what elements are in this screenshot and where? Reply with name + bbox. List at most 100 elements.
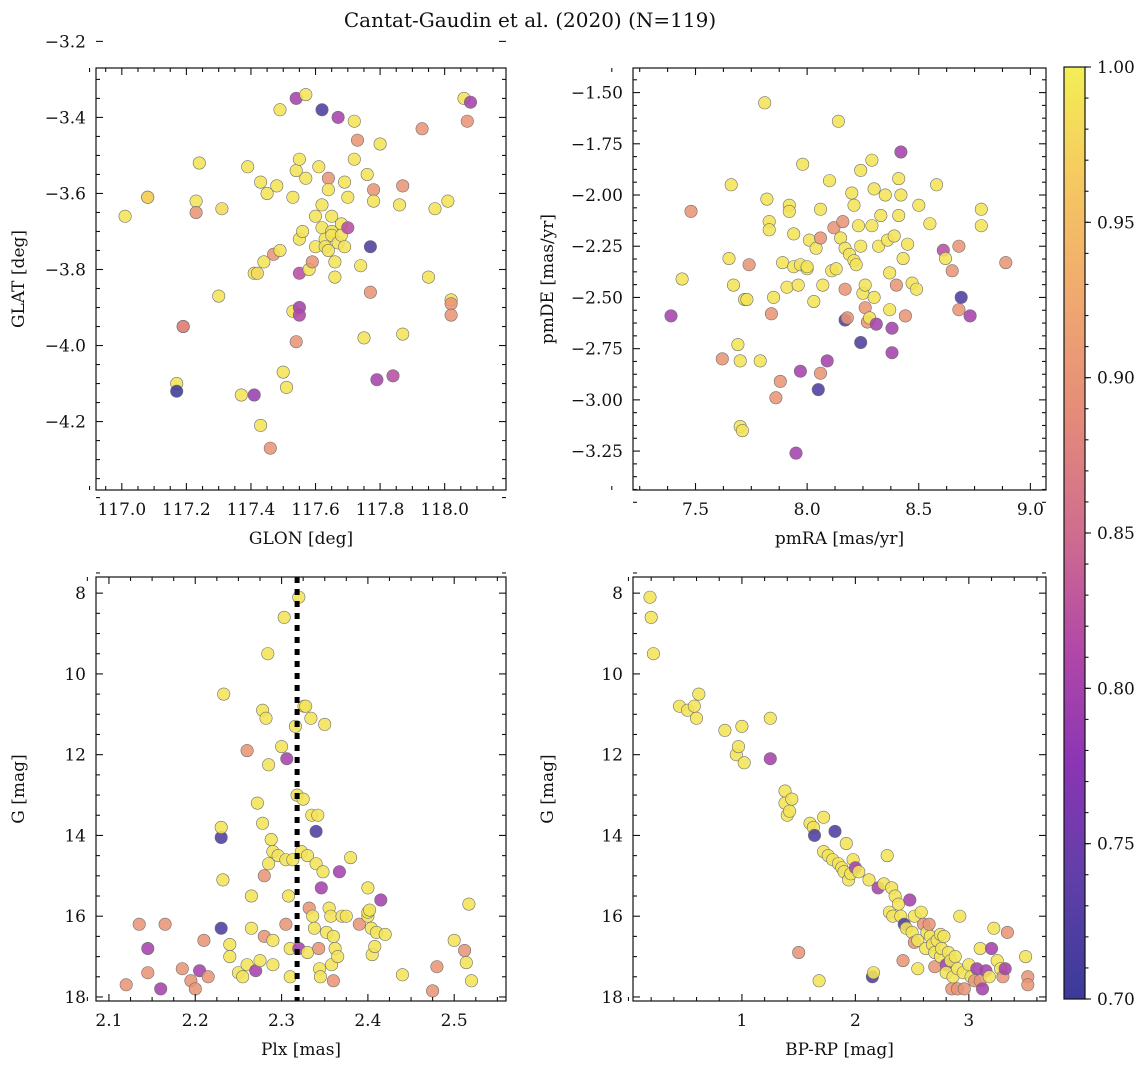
data-point xyxy=(782,204,796,218)
data-point xyxy=(807,828,821,842)
data-point xyxy=(852,865,866,879)
data-point xyxy=(253,954,267,968)
y-tick-label: −3.25 xyxy=(571,442,623,462)
data-point xyxy=(817,810,831,824)
data-point xyxy=(839,836,853,850)
data-point xyxy=(459,956,473,970)
data-point xyxy=(441,194,455,208)
data-point xyxy=(869,317,883,331)
data-point xyxy=(259,711,273,725)
x-tick-label: 2.2 xyxy=(182,1011,209,1031)
data-point xyxy=(273,244,287,258)
data-point xyxy=(911,933,925,947)
x-tick-label: 8.0 xyxy=(794,500,821,520)
data-point xyxy=(982,970,996,984)
data-point xyxy=(463,95,477,109)
y-axis-label: GLAT [deg] xyxy=(9,230,29,328)
data-point xyxy=(338,240,352,254)
data-point xyxy=(894,188,908,202)
data-point xyxy=(644,610,658,624)
data-point xyxy=(987,921,1001,935)
data-point xyxy=(312,160,326,174)
data-point xyxy=(845,186,859,200)
data-point xyxy=(328,270,342,284)
y-tick-label: 16 xyxy=(601,907,623,927)
data-point xyxy=(273,103,287,117)
y-tick-label: −4.0 xyxy=(45,337,86,357)
data-point xyxy=(898,309,912,323)
data-point xyxy=(938,252,952,266)
data-point xyxy=(247,388,261,402)
data-point xyxy=(847,198,861,212)
y-tick-label: −2.00 xyxy=(571,186,623,206)
y-tick-label: −3.2 xyxy=(45,32,86,52)
scatter-points xyxy=(118,88,477,455)
data-point xyxy=(998,962,1012,976)
data-point xyxy=(215,202,229,216)
data-point xyxy=(783,804,797,818)
data-point xyxy=(718,723,732,737)
data-point xyxy=(368,939,382,953)
data-point xyxy=(851,219,865,233)
data-point xyxy=(780,280,794,294)
data-point xyxy=(283,970,297,984)
data-point xyxy=(361,881,375,895)
data-point xyxy=(396,179,410,193)
data-point xyxy=(854,163,868,177)
data-point xyxy=(266,958,280,972)
data-point xyxy=(885,346,899,360)
data-point xyxy=(357,331,371,345)
data-point xyxy=(813,202,827,216)
y-tick-label: 8 xyxy=(75,584,86,604)
data-point xyxy=(854,239,868,253)
y-tick-label: −3.8 xyxy=(45,260,86,280)
data-point xyxy=(347,114,361,128)
x-tick-label: 9.0 xyxy=(1017,500,1044,520)
x-tick-label: 118.0 xyxy=(420,500,469,520)
x-tick-label: 117.2 xyxy=(162,500,211,520)
data-point xyxy=(763,752,777,766)
data-point xyxy=(260,187,274,201)
y-tick-label: −3.4 xyxy=(45,108,86,128)
data-point xyxy=(687,699,701,713)
data-point xyxy=(254,175,268,189)
data-point xyxy=(262,758,276,772)
data-point xyxy=(264,832,278,846)
data-point xyxy=(373,137,387,151)
data-point xyxy=(1019,950,1033,964)
data-point xyxy=(733,354,747,368)
data-point xyxy=(865,219,879,233)
data-point xyxy=(338,175,352,189)
data-point xyxy=(240,744,254,758)
data-point xyxy=(811,383,825,397)
y-tick-label: −4.2 xyxy=(45,413,86,433)
data-point xyxy=(954,290,968,304)
data-point xyxy=(311,808,325,822)
data-point xyxy=(392,198,406,212)
data-point xyxy=(312,941,326,955)
x-tick-label: 2.3 xyxy=(268,1011,295,1031)
data-point xyxy=(787,227,801,241)
data-point xyxy=(276,365,290,379)
data-point xyxy=(791,278,805,292)
data-point xyxy=(735,424,749,438)
data-point xyxy=(892,172,906,186)
data-point xyxy=(296,225,310,239)
colorbar-tick-label: 0.75 xyxy=(1097,835,1135,855)
data-point xyxy=(953,909,967,923)
data-point xyxy=(887,229,901,243)
data-point xyxy=(421,270,435,284)
data-point xyxy=(176,319,190,333)
data-point xyxy=(831,114,845,128)
y-tick-label: 10 xyxy=(64,665,86,685)
data-point xyxy=(281,889,295,903)
data-point xyxy=(883,266,897,280)
data-point xyxy=(963,309,977,323)
data-point xyxy=(923,217,937,231)
data-point xyxy=(820,354,834,368)
data-point xyxy=(223,937,237,951)
data-point xyxy=(999,256,1013,270)
y-tick-label: −2.75 xyxy=(571,340,623,360)
data-point xyxy=(315,198,329,212)
data-point xyxy=(865,153,879,167)
